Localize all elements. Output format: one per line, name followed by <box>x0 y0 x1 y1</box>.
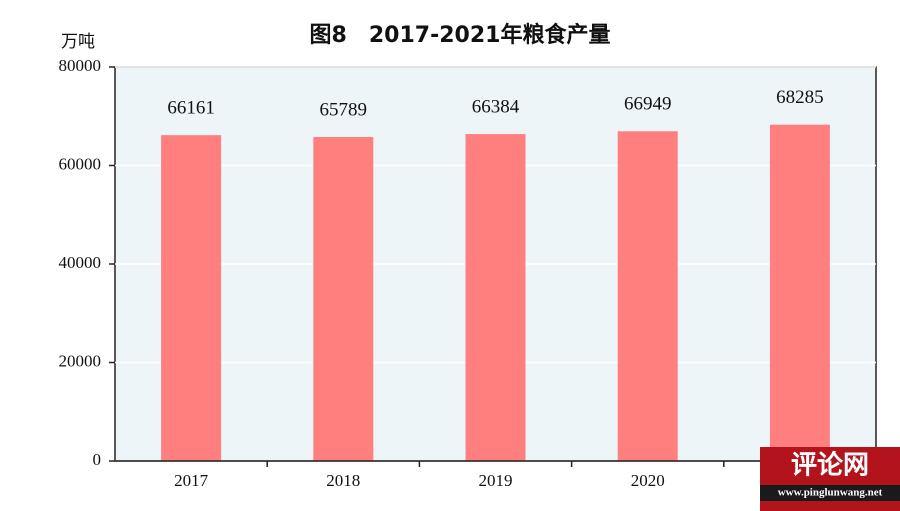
watermark: 评论网 www.pinglunwang.net <box>760 447 900 511</box>
y-tick-label: 80000 <box>59 56 102 75</box>
bar <box>769 124 830 461</box>
x-tick-label: 2019 <box>479 471 513 490</box>
watermark-name: 评论网 <box>791 451 869 481</box>
y-tick-label: 60000 <box>59 154 102 173</box>
y-tick-label: 0 <box>93 450 102 469</box>
chart-title: 图8 2017-2021年粮食产量 <box>310 22 611 48</box>
bar <box>161 135 222 461</box>
value-label: 66949 <box>624 94 672 115</box>
watermark-band <box>760 485 900 501</box>
value-label: 65789 <box>320 99 368 120</box>
y-tick-label: 20000 <box>59 351 102 370</box>
watermark-url: www.pinglunwang.net <box>778 487 883 499</box>
x-tick-label: 2017 <box>174 471 209 490</box>
x-tick-label: 2020 <box>631 471 665 490</box>
y-tick-label: 40000 <box>59 253 102 272</box>
bar <box>313 136 374 461</box>
bar <box>617 131 678 461</box>
value-label: 68285 <box>776 87 824 108</box>
bar <box>465 134 526 461</box>
value-label: 66161 <box>167 98 215 119</box>
y-axis-label: 万吨 <box>61 32 95 52</box>
x-tick-label: 2018 <box>326 471 360 490</box>
value-label: 66384 <box>472 96 520 117</box>
